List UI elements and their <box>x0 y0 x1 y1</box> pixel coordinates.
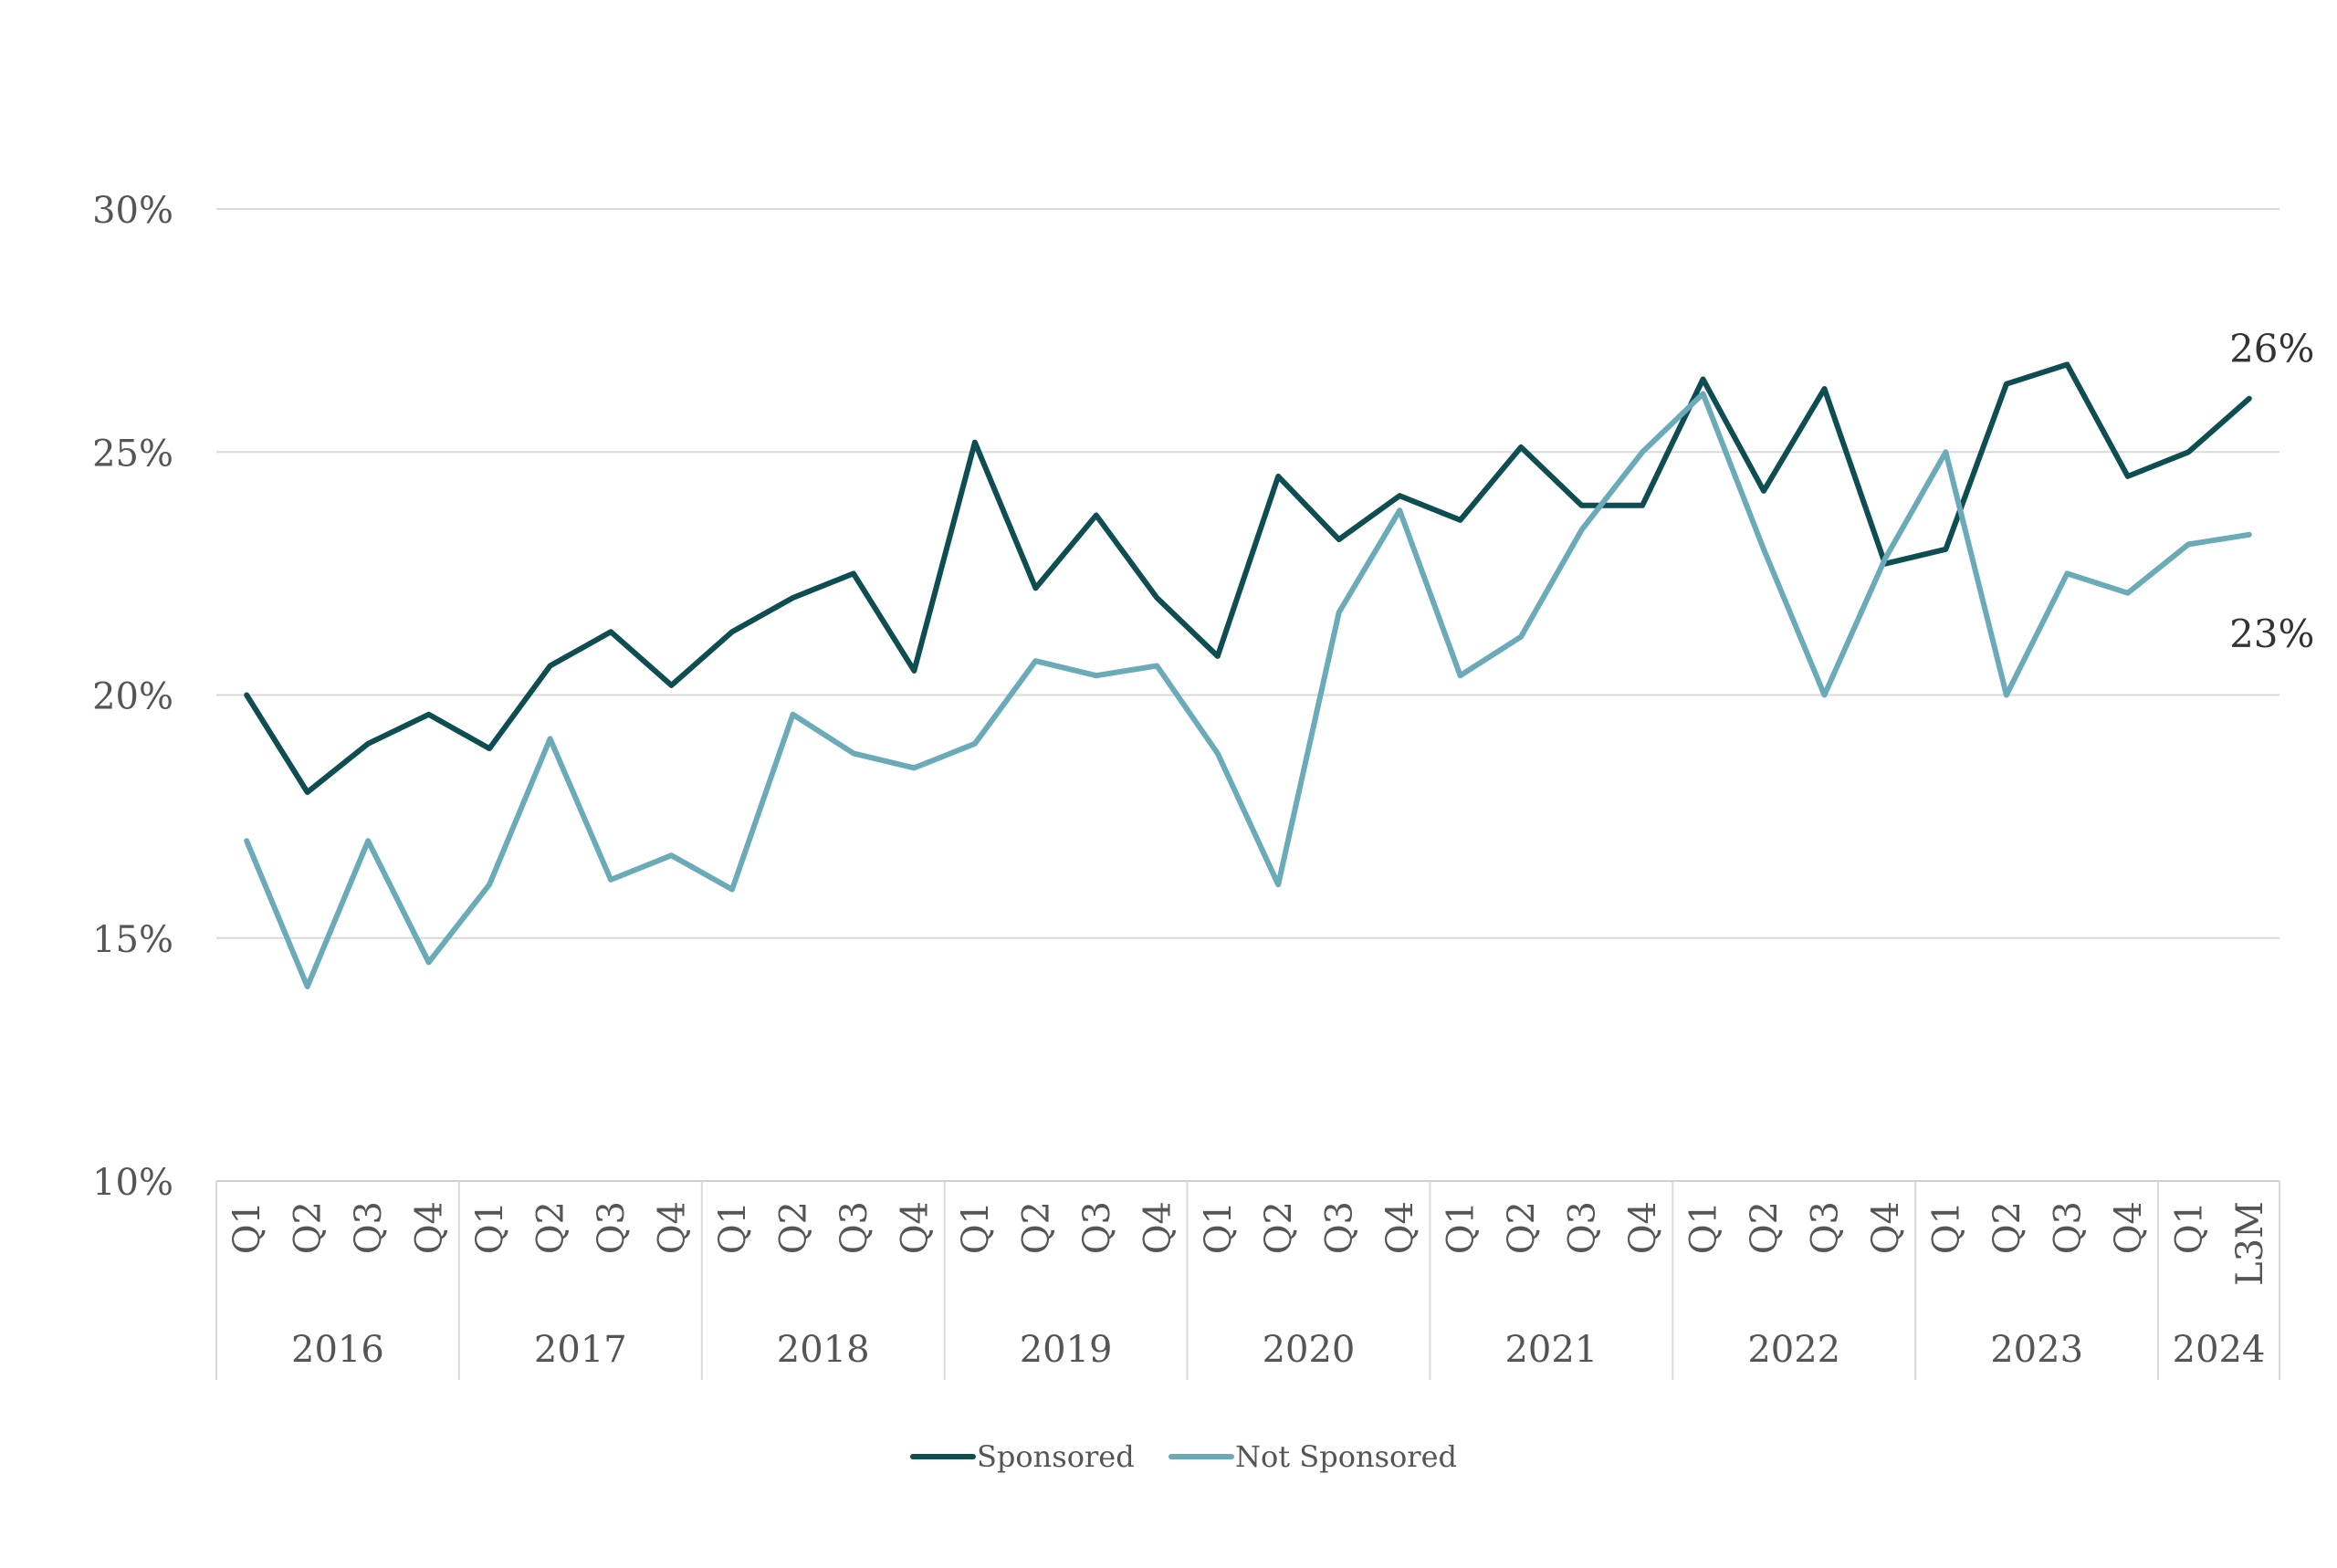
y-tick-label: 15% <box>92 919 173 961</box>
year-group-label: 2022 <box>1747 1329 1840 1371</box>
x-tick-label: Q3 <box>1804 1201 1846 1254</box>
x-tick-label: L3M <box>2229 1201 2271 1286</box>
series-line-not-sponsored <box>244 391 2252 989</box>
x-tick-label: Q2 <box>772 1201 814 1254</box>
x-tick-label: Q3 <box>591 1201 633 1254</box>
x-tick-label: Q4 <box>652 1201 694 1254</box>
y-tick-label: 25% <box>92 433 173 475</box>
year-group-label: 2016 <box>291 1329 384 1371</box>
x-tick-label: Q4 <box>1622 1201 1664 1254</box>
x-tick-label: Q1 <box>1683 1201 1725 1254</box>
x-tick-label: Q2 <box>1501 1201 1543 1254</box>
x-tick-label: Q4 <box>1379 1201 1421 1254</box>
year-group-label: 2019 <box>1020 1329 1113 1371</box>
x-tick-label: Q3 <box>833 1201 875 1254</box>
x-tick-label: Q1 <box>469 1201 511 1254</box>
x-tick-label: Q1 <box>1198 1201 1240 1254</box>
x-tick-label: Q1 <box>226 1201 268 1254</box>
labels: 10% 15% 20% 25% 30% 26% 23% <box>92 190 2314 1204</box>
series-lines <box>244 361 2252 989</box>
year-group-label: 2024 <box>2173 1329 2266 1371</box>
x-tick-label: Q4 <box>894 1201 936 1254</box>
x-tick-label: Q3 <box>2047 1201 2089 1254</box>
legend-label: Not Sponsored <box>1235 1439 1457 1474</box>
x-tick-label: Q3 <box>1076 1201 1118 1254</box>
end-value-label: 26% <box>2229 327 2314 371</box>
y-tick-label: 10% <box>92 1162 173 1204</box>
x-tick-label: Q4 <box>1137 1201 1179 1254</box>
x-axis: Q1 Q2 Q3 Q4 Q1 Q2 Q3 Q4 Q1 Q2 Q3 Q4 Q1 Q2 Q3 Q4 Q1 Q2 Q3 Q4… <box>215 1181 2280 1380</box>
x-tick-label: Q3 <box>348 1201 390 1254</box>
legend: Sponsored Not Sponsored <box>910 1439 1457 1474</box>
x-tick-label: Q1 <box>955 1201 997 1254</box>
year-group-label: 2017 <box>534 1329 627 1371</box>
gridlines <box>216 208 2279 1182</box>
x-tick-label: Q1 <box>712 1201 754 1254</box>
x-tick-label: Q4 <box>409 1201 451 1254</box>
year-group-label: 2020 <box>1263 1329 1356 1371</box>
end-value-label: 23% <box>2229 612 2314 656</box>
x-tick-label: Q2 <box>1015 1201 1057 1254</box>
x-tick-label: Q2 <box>1986 1201 2028 1254</box>
x-tick-label: Q2 <box>1258 1201 1300 1254</box>
legend-label: Sponsored <box>977 1439 1135 1474</box>
x-tick-label: Q2 <box>288 1201 330 1254</box>
y-tick-label: 30% <box>92 190 173 232</box>
x-tick-label: Q1 <box>1925 1201 1967 1254</box>
series-line-sponsored <box>244 361 2252 795</box>
x-tick-label: Q3 <box>1562 1201 1604 1254</box>
x-tick-label: Q3 <box>1319 1201 1361 1254</box>
x-tick-label: Q4 <box>1865 1201 1907 1254</box>
year-group-label: 2018 <box>777 1329 870 1371</box>
year-group-label: 2021 <box>1504 1329 1598 1371</box>
x-tick-label: Q1 <box>2168 1201 2210 1254</box>
x-tick-label: Q2 <box>530 1201 572 1254</box>
x-tick-label: Q1 <box>1441 1201 1483 1254</box>
y-tick-label: 20% <box>92 676 173 718</box>
x-tick-label: Q4 <box>2108 1201 2150 1254</box>
year-group-label: 2023 <box>1990 1329 2083 1371</box>
x-tick-label: Q2 <box>1744 1201 1786 1254</box>
